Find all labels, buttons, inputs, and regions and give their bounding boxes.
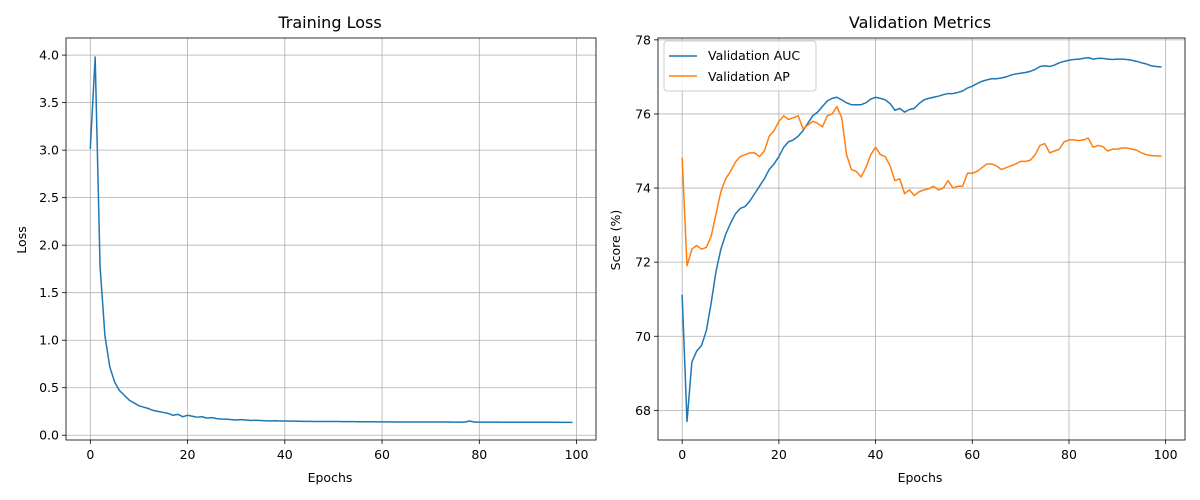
validation-metrics-y-tick-label: 74 [635, 181, 651, 196]
validation-metrics-x-tick-label: 0 [678, 447, 686, 462]
training-loss-panel: Training Loss 0 20 40 60 80 100 0.0 0.5 1.0 1.5 2.… [14, 13, 597, 485]
training-loss-series [89, 56, 573, 424]
validation-metrics-ticks: 0 20 40 60 80 100 68 70 72 74 76 78 [635, 32, 1178, 462]
validation-metrics-y-tick-label: 70 [635, 329, 651, 344]
training-loss-y-tick-label: 2.0 [39, 238, 59, 253]
legend-label-validation-auc: Validation AUC [708, 48, 800, 63]
validation-metrics-x-tick-label: 40 [868, 447, 884, 462]
validation-metrics-x-tick-label: 80 [1061, 447, 1077, 462]
training-loss-y-tick-label: 3.5 [39, 95, 59, 110]
training-loss-grid [66, 38, 596, 440]
training-loss-ticks: 0 20 40 60 80 100 0.0 0.5 1.0 1.5 2.0 2.5 3.0 3.5 4.0 [39, 48, 588, 462]
training-loss-y-tick-label: 3.0 [39, 143, 59, 158]
training-loss-y-tick-label: 0.0 [39, 428, 59, 443]
validation-metrics-x-tick-label: 60 [964, 447, 980, 462]
training-loss-x-tick-label: 60 [374, 447, 390, 462]
training-loss-y-tick-label: 1.0 [39, 333, 59, 348]
validation-metrics-y-axis-label: Score (%) [608, 210, 623, 271]
validation-metrics-axes [657, 37, 1186, 441]
training-loss-title: Training Loss [277, 13, 381, 32]
validation-metrics-series [681, 56, 1162, 423]
validation-metrics-y-tick-label: 78 [635, 32, 651, 47]
training-loss-y-axis-label: Loss [14, 226, 29, 253]
training-loss-x-tick-label: 100 [565, 447, 589, 462]
training-loss-y-tick-label: 1.5 [39, 285, 59, 300]
validation-metrics-x-tick-label: 20 [771, 447, 787, 462]
training-loss-x-tick-label: 40 [277, 447, 293, 462]
training-loss-y-tick-label: 4.0 [39, 48, 59, 63]
training-loss-x-axis-label: Epochs [308, 470, 353, 485]
validation-metrics-y-tick-label: 68 [635, 403, 651, 418]
training-loss-axes [65, 37, 597, 441]
validation-metrics-x-tick-label: 100 [1154, 447, 1178, 462]
training-loss-x-tick-label: 0 [86, 447, 94, 462]
validation-ap-line [681, 105, 1162, 267]
training-loss-y-tick-label: 2.5 [39, 190, 59, 205]
legend-frame [663, 40, 817, 92]
legend-label-validation-ap: Validation AP [708, 69, 790, 84]
training-loss-x-tick-label: 20 [180, 447, 196, 462]
validation-auc-line [681, 56, 1162, 423]
validation-metrics-y-tick-label: 76 [635, 106, 651, 121]
training-loss-y-tick-label: 0.5 [39, 380, 59, 395]
validation-metrics-panel: Validation Metrics 0 20 40 60 80 100 68 70 72 74 7… [608, 13, 1186, 485]
validation-metrics-legend: Validation AUC Validation AP [663, 40, 817, 92]
validation-metrics-x-axis-label: Epochs [898, 470, 943, 485]
training-loss-x-tick-label: 80 [471, 447, 487, 462]
validation-metrics-grid [658, 38, 1185, 440]
training-loss-series-0-line [89, 56, 573, 424]
validation-metrics-title: Validation Metrics [849, 13, 991, 32]
validation-metrics-y-tick-label: 72 [635, 255, 651, 270]
